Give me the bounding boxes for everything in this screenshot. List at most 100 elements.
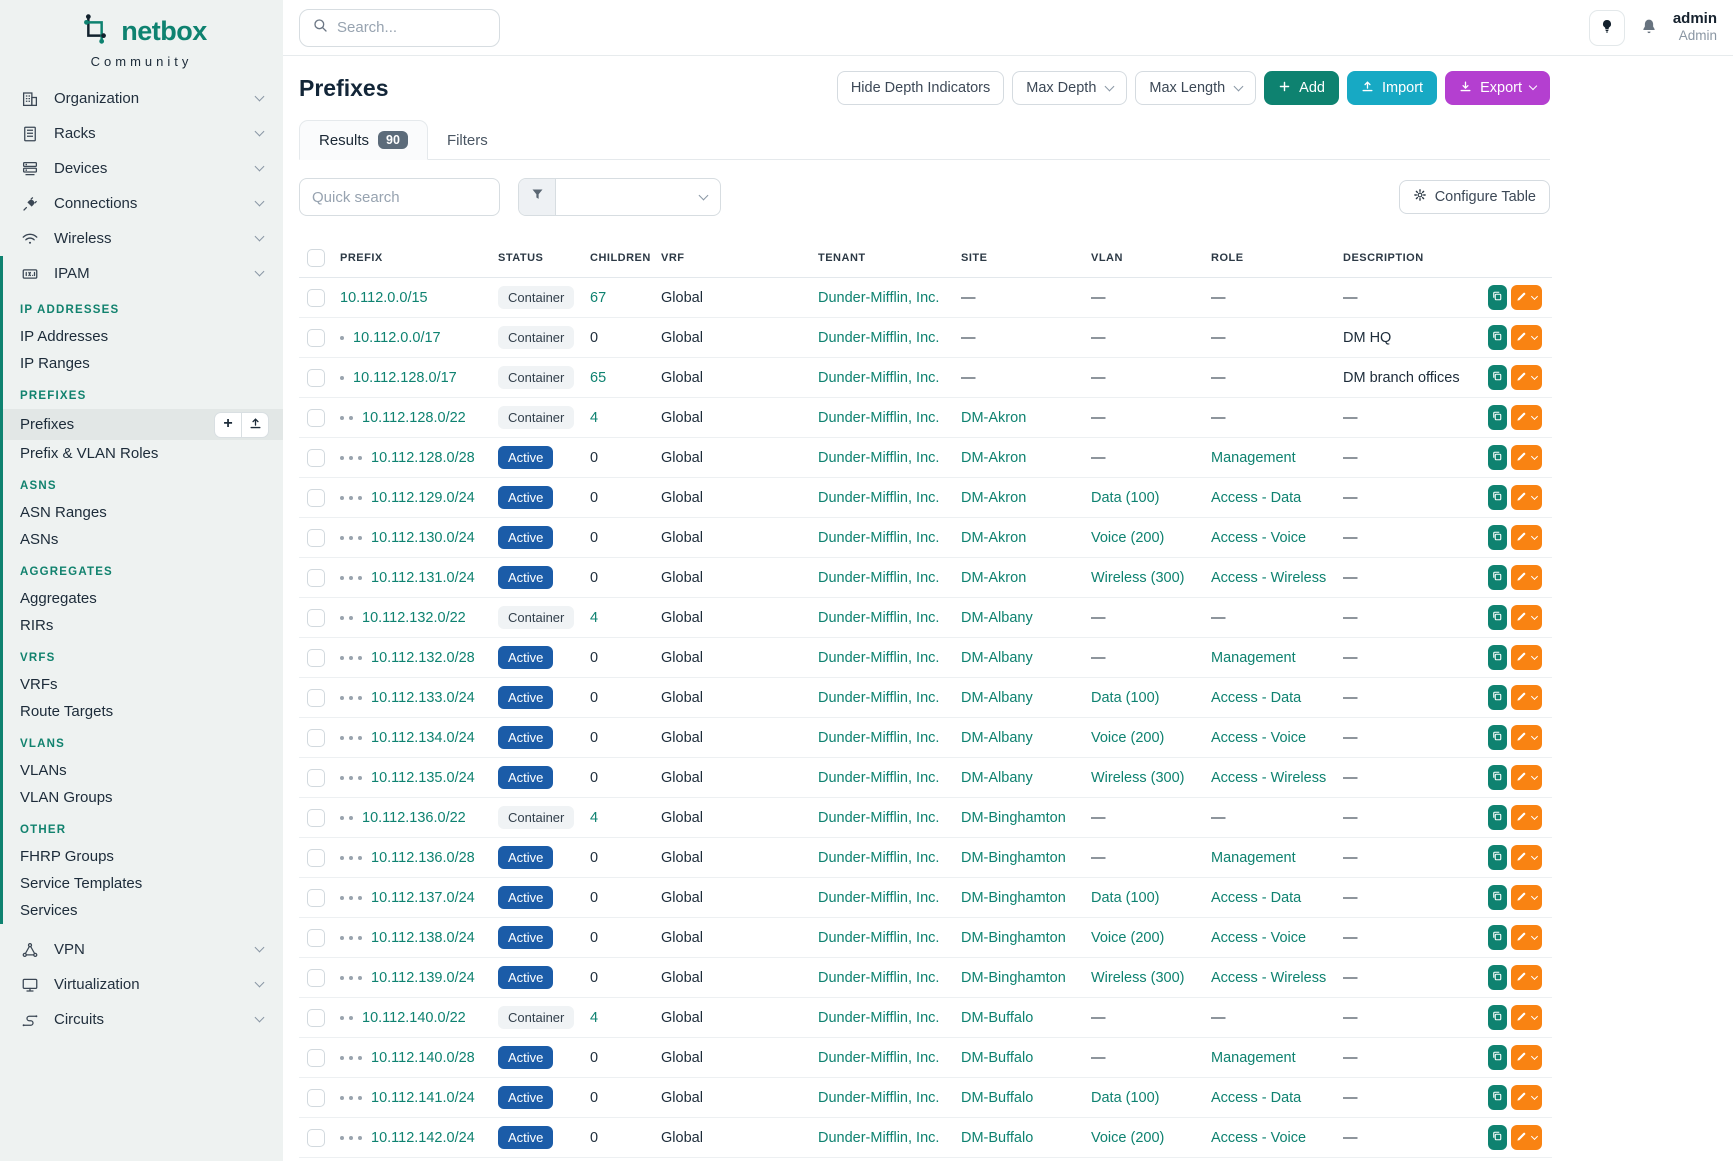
prefix-link[interactable]: 10.112.129.0/24 (371, 489, 475, 506)
edit-button[interactable] (1510, 685, 1542, 710)
max-length-dropdown[interactable]: Max Length (1135, 71, 1257, 105)
row-checkbox[interactable] (307, 928, 325, 947)
add-button[interactable]: Add (1264, 71, 1339, 105)
role-link[interactable]: Access - Data (1211, 489, 1302, 506)
copy-button[interactable] (1488, 565, 1507, 590)
sidebar-item-rirs[interactable]: RIRs (3, 612, 283, 639)
role-link[interactable]: Access - Wireless (1211, 969, 1327, 986)
role-link[interactable]: Access - Data (1211, 689, 1302, 706)
edit-button[interactable] (1510, 845, 1542, 870)
prefix-link[interactable]: 10.112.136.0/28 (371, 849, 475, 866)
prefix-link[interactable]: 10.112.139.0/24 (371, 969, 475, 986)
tenant-link[interactable]: Dunder-Mifflin, Inc. (818, 529, 940, 546)
row-checkbox[interactable] (307, 768, 325, 787)
row-checkbox[interactable] (307, 448, 325, 467)
sidebar-item-connections[interactable]: Connections (0, 186, 283, 221)
role-link[interactable]: Access - Data (1211, 889, 1302, 906)
vlan-link[interactable]: Voice (200) (1091, 529, 1165, 546)
copy-button[interactable] (1488, 685, 1507, 710)
edit-button[interactable] (1510, 565, 1542, 590)
edit-button[interactable] (1510, 285, 1542, 310)
tab-filters[interactable]: Filters (428, 122, 507, 159)
column-header-site[interactable]: SITE (951, 237, 1081, 278)
tenant-link[interactable]: Dunder-Mifflin, Inc. (818, 609, 940, 626)
edit-button[interactable] (1510, 325, 1542, 350)
quick-search-input[interactable] (299, 178, 500, 216)
copy-button[interactable] (1488, 325, 1507, 350)
column-header-status[interactable]: STATUS (488, 237, 580, 278)
edit-button[interactable] (1510, 805, 1542, 830)
sidebar-item-route-targets[interactable]: Route Targets (3, 698, 283, 725)
edit-button[interactable] (1510, 1085, 1542, 1110)
prefix-link[interactable]: 10.112.138.0/24 (371, 929, 475, 946)
copy-button[interactable] (1488, 805, 1507, 830)
filter-funnel-button[interactable] (519, 179, 556, 215)
column-header-vlan[interactable]: VLAN (1081, 237, 1201, 278)
role-link[interactable]: Management (1211, 1049, 1296, 1066)
column-header-description[interactable]: DESCRIPTION (1333, 237, 1478, 278)
tenant-link[interactable]: Dunder-Mifflin, Inc. (818, 809, 940, 826)
role-link[interactable]: Access - Data (1211, 1089, 1302, 1106)
site-link[interactable]: DM-Binghamton (961, 809, 1066, 826)
site-link[interactable]: DM-Binghamton (961, 889, 1066, 906)
max-depth-dropdown[interactable]: Max Depth (1012, 71, 1128, 105)
site-link[interactable]: DM-Albany (961, 769, 1033, 786)
tenant-link[interactable]: Dunder-Mifflin, Inc. (818, 369, 940, 386)
edit-button[interactable] (1510, 1045, 1542, 1070)
tenant-link[interactable]: Dunder-Mifflin, Inc. (818, 849, 940, 866)
vlan-link[interactable]: Wireless (300) (1091, 569, 1185, 586)
copy-button[interactable] (1488, 645, 1507, 670)
sidebar-item-circuits[interactable]: Circuits (0, 1002, 283, 1037)
prefix-link[interactable]: 10.112.133.0/24 (371, 689, 475, 706)
prefix-link[interactable]: 10.112.134.0/24 (371, 729, 475, 746)
sidebar-item-ip-addresses[interactable]: IP Addresses (3, 323, 283, 350)
site-link[interactable]: DM-Binghamton (961, 929, 1066, 946)
site-link[interactable]: DM-Akron (961, 529, 1027, 546)
vlan-link[interactable]: Voice (200) (1091, 929, 1165, 946)
role-link[interactable]: Access - Voice (1211, 929, 1307, 946)
edit-button[interactable] (1510, 965, 1542, 990)
children-count-link[interactable]: 4 (590, 1009, 599, 1026)
site-link[interactable]: DM-Binghamton (961, 969, 1066, 986)
edit-button[interactable] (1510, 605, 1542, 630)
tenant-link[interactable]: Dunder-Mifflin, Inc. (818, 769, 940, 786)
sidebar-item-fhrp-groups[interactable]: FHRP Groups (3, 843, 283, 870)
copy-button[interactable] (1488, 285, 1507, 310)
column-header-vrf[interactable]: VRF (651, 237, 808, 278)
prefix-link[interactable]: 10.112.128.0/28 (371, 449, 475, 466)
user-menu[interactable]: admin Admin (1673, 10, 1717, 44)
sidebar-item-virtualization[interactable]: Virtualization (0, 967, 283, 1002)
saved-filter-select[interactable] (556, 179, 720, 215)
tenant-link[interactable]: Dunder-Mifflin, Inc. (818, 889, 940, 906)
site-link[interactable]: DM-Akron (961, 449, 1027, 466)
sidebar-item-organization[interactable]: Organization (0, 81, 283, 116)
import-prefix-button[interactable] (241, 411, 269, 438)
site-link[interactable]: DM-Buffalo (961, 1049, 1034, 1066)
site-link[interactable]: DM-Albany (961, 649, 1033, 666)
role-link[interactable]: Access - Voice (1211, 529, 1307, 546)
tenant-link[interactable]: Dunder-Mifflin, Inc. (818, 289, 940, 306)
configure-table-button[interactable]: Configure Table (1398, 180, 1550, 214)
prefix-link[interactable]: 10.112.135.0/24 (371, 769, 475, 786)
row-checkbox[interactable] (307, 568, 325, 587)
copy-button[interactable] (1488, 485, 1507, 510)
column-header-tenant[interactable]: TENANT (808, 237, 951, 278)
edit-button[interactable] (1510, 725, 1542, 750)
prefix-link[interactable]: 10.112.132.0/28 (371, 649, 475, 666)
site-link[interactable]: DM-Albany (961, 609, 1033, 626)
sidebar-item-prefix-vlan-roles[interactable]: Prefix & VLAN Roles (3, 440, 283, 467)
sidebar-item-aggregates[interactable]: Aggregates (3, 585, 283, 612)
copy-button[interactable] (1488, 925, 1507, 950)
prefix-link[interactable]: 10.112.131.0/24 (371, 569, 475, 586)
role-link[interactable]: Access - Voice (1211, 729, 1307, 746)
copy-button[interactable] (1488, 965, 1507, 990)
tab-results[interactable]: Results 90 (299, 120, 428, 160)
hide-depth-indicators-button[interactable]: Hide Depth Indicators (836, 71, 1005, 105)
edit-button[interactable] (1510, 365, 1542, 390)
sidebar-item-prefixes[interactable]: Prefixes + (3, 409, 283, 440)
role-link[interactable]: Management (1211, 649, 1296, 666)
tenant-link[interactable]: Dunder-Mifflin, Inc. (818, 929, 940, 946)
row-checkbox[interactable] (307, 808, 325, 827)
sidebar-item-services[interactable]: Services (3, 897, 283, 924)
vlan-link[interactable]: Data (100) (1091, 1089, 1160, 1106)
